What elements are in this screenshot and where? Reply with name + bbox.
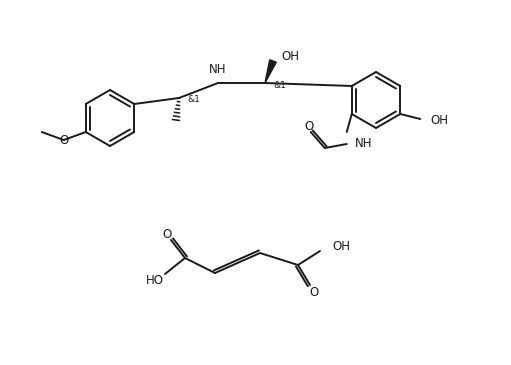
Text: OH: OH [332,239,350,253]
Text: O: O [162,227,172,241]
Text: OH: OH [281,50,299,62]
Text: NH: NH [355,137,372,150]
Polygon shape [265,60,276,83]
Text: &1: &1 [273,81,286,89]
Text: &1: &1 [187,96,200,104]
Text: OH: OH [430,114,448,127]
Text: O: O [309,287,319,300]
Text: NH: NH [209,63,227,76]
Text: O: O [59,134,68,146]
Text: O: O [304,120,313,134]
Text: HO: HO [146,274,164,288]
